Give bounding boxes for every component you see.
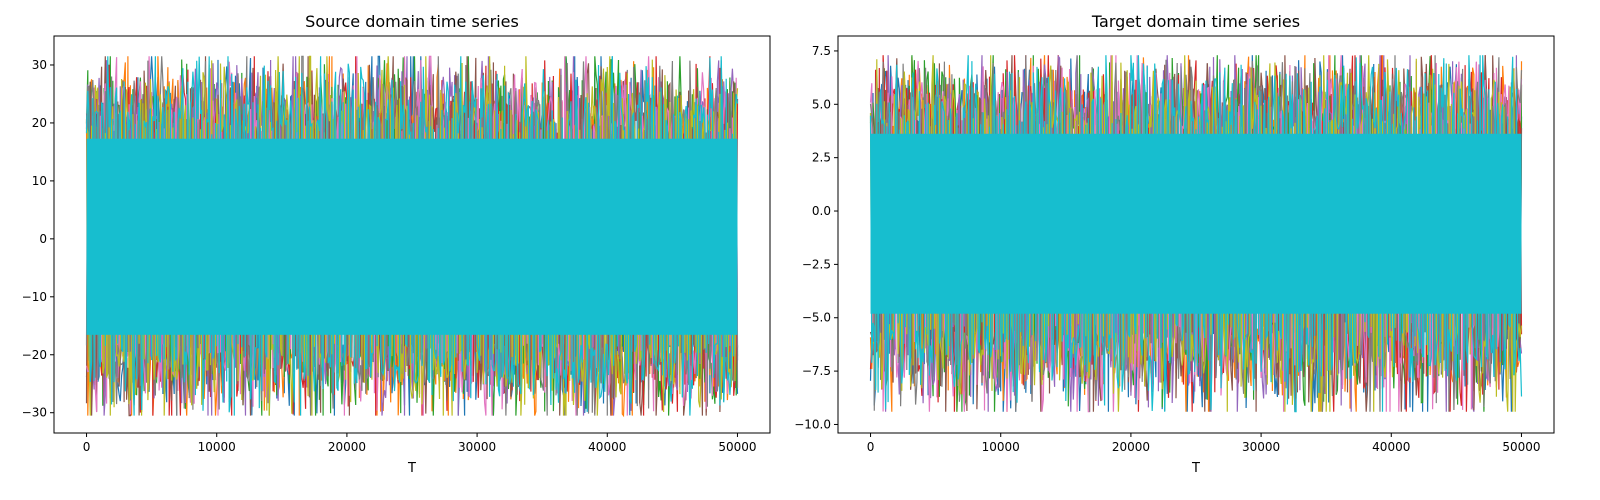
x-tick-label: 10000 [198, 440, 236, 454]
x-tick-label: 30000 [1242, 440, 1280, 454]
y-tick-label: 7.5 [812, 44, 831, 58]
axis-ticks: 0 10000 20000 30000 40000 50000 −30 −20 −10 0 10 20… [22, 58, 757, 454]
chart-title: Source domain time series [305, 12, 519, 31]
y-tick-label: 10 [32, 174, 47, 188]
series-traces [869, 54, 1523, 413]
x-tick-label: 50000 [1502, 440, 1540, 454]
y-tick-label: −5.0 [802, 311, 831, 325]
x-tick-label: 40000 [588, 440, 626, 454]
y-tick-label: 20 [32, 116, 47, 130]
y-tick-label: −2.5 [802, 257, 831, 271]
chart-title: Target domain time series [1091, 12, 1300, 31]
axis-ticks: 0 10000 20000 30000 40000 50000 −10.0 −7.5 −5.0 −… [794, 44, 1540, 454]
chart-source-domain: Source domain time series 0 10000 20000 300… [22, 12, 771, 476]
x-tick-label: 0 [83, 440, 91, 454]
y-tick-label: 5.0 [812, 97, 831, 111]
y-tick-label: −7.5 [802, 364, 831, 378]
y-tick-label: 0 [39, 232, 47, 246]
x-axis-label: T [1191, 461, 1200, 476]
y-tick-label: −20 [22, 348, 47, 362]
x-tick-label: 40000 [1372, 440, 1410, 454]
plot-frame [837, 35, 1555, 434]
y-tick-label: 30 [32, 58, 47, 72]
y-tick-label: 0.0 [812, 204, 831, 218]
x-tick-label: 0 [867, 440, 875, 454]
y-tick-label: −10.0 [794, 417, 831, 431]
x-tick-label: 50000 [718, 440, 756, 454]
y-tick-label: −10 [22, 290, 47, 304]
x-tick-label: 20000 [1112, 440, 1150, 454]
x-tick-label: 20000 [328, 440, 366, 454]
y-tick-label: 2.5 [812, 151, 831, 165]
x-tick-label: 10000 [982, 440, 1020, 454]
x-axis-label: T [407, 461, 416, 476]
y-tick-label: −30 [22, 406, 47, 420]
series-traces [85, 55, 739, 418]
series-dense-band [86, 138, 738, 335]
plot-frame [53, 35, 771, 434]
series-dense-band [870, 133, 1522, 314]
chart-target-domain: Target domain time series 0 10000 20000 300… [794, 12, 1555, 476]
x-tick-label: 30000 [458, 440, 496, 454]
